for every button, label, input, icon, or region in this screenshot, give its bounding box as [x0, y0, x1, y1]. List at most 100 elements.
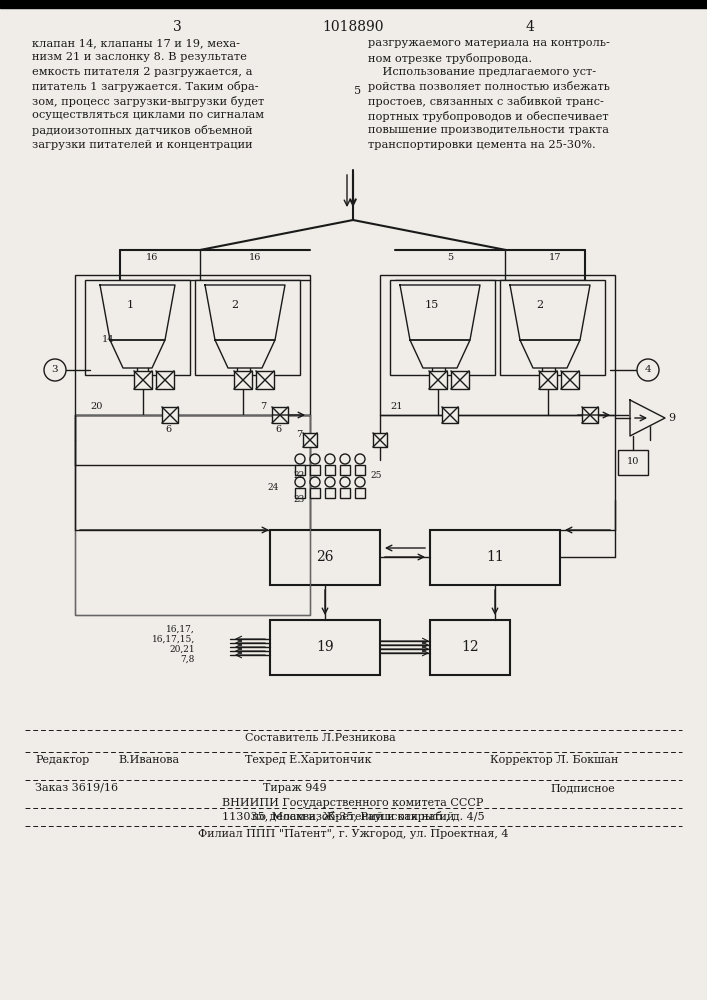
Text: Корректор Л. Бокшан: Корректор Л. Бокшан [490, 755, 619, 765]
Text: разгружаемого материала на контроль-: разгружаемого материала на контроль- [368, 38, 610, 48]
Bar [451, 371, 469, 389]
Text: 22: 22 [293, 472, 305, 481]
Bar [270, 530, 380, 585]
Text: радиоизотопных датчиков объемной: радиоизотопных датчиков объемной [32, 125, 252, 136]
Circle shape [295, 477, 305, 487]
Bar [390, 280, 495, 375]
Text: 6: 6 [165, 425, 171, 434]
Text: 16,17,15,: 16,17,15, [152, 635, 195, 644]
Text: транспортировки цемента на 25-30%.: транспортировки цемента на 25-30%. [368, 139, 596, 149]
Text: 3: 3 [173, 20, 182, 34]
Text: Заказ 3619/16: Заказ 3619/16 [35, 783, 118, 793]
Bar [256, 371, 274, 389]
Text: простоев, связанных с забивкой транс-: простоев, связанных с забивкой транс- [368, 96, 604, 107]
Text: Тираж 949: Тираж 949 [263, 783, 327, 793]
Bar [162, 407, 178, 423]
Bar [310, 465, 320, 475]
Bar [340, 488, 350, 498]
Bar [325, 465, 335, 475]
Text: загрузки питателей и концентрации: загрузки питателей и концентрации [32, 139, 252, 149]
Text: 2: 2 [537, 300, 544, 310]
Bar [373, 433, 387, 447]
Text: 4: 4 [525, 20, 534, 34]
Circle shape [310, 477, 320, 487]
Circle shape [310, 454, 320, 464]
Text: 2: 2 [231, 300, 238, 310]
Circle shape [355, 477, 365, 487]
Text: 6: 6 [275, 425, 281, 434]
Text: 5: 5 [354, 87, 361, 97]
Text: 10: 10 [627, 458, 639, 466]
Text: 14: 14 [102, 336, 115, 344]
Bar [195, 280, 300, 375]
Text: Составитель Л.Резникова: Составитель Л.Резникова [245, 733, 396, 743]
Bar [295, 465, 305, 475]
Polygon shape [630, 400, 665, 436]
Bar [75, 415, 310, 615]
Text: ВНИИПИ Государственного комитета СССР: ВНИИПИ Государственного комитета СССР [222, 798, 484, 808]
Bar [310, 488, 320, 498]
Text: 16,17,: 16,17, [166, 625, 195, 634]
Text: 25: 25 [370, 472, 382, 481]
Bar [340, 465, 350, 475]
Text: 11: 11 [486, 550, 504, 564]
Bar [303, 433, 317, 447]
Bar [430, 620, 510, 675]
Text: осуществляться циклами по сигналам: осуществляться циклами по сигналам [32, 110, 264, 120]
Text: 16: 16 [146, 253, 158, 262]
Text: питатель 1 загружается. Таким обра-: питатель 1 загружается. Таким обра- [32, 82, 259, 93]
Bar [355, 488, 365, 498]
Bar [0, 0, 707, 8]
Polygon shape [205, 285, 285, 340]
Polygon shape [410, 340, 470, 368]
Text: 7: 7 [296, 430, 303, 439]
Polygon shape [520, 340, 580, 368]
Bar [295, 488, 305, 498]
Text: повышение производительности тракта: повышение производительности тракта [368, 125, 609, 135]
Text: Редактор: Редактор [35, 755, 89, 765]
Bar [75, 415, 310, 615]
Bar [355, 465, 365, 475]
Polygon shape [100, 285, 175, 340]
Bar [85, 280, 190, 375]
Bar [156, 371, 174, 389]
Text: 26: 26 [316, 550, 334, 564]
Bar [270, 620, 380, 675]
Text: 19: 19 [316, 640, 334, 654]
Text: 17: 17 [549, 253, 561, 262]
Bar [134, 371, 152, 389]
Text: 7,8: 7,8 [180, 655, 195, 664]
Circle shape [340, 454, 350, 464]
Polygon shape [510, 285, 590, 340]
Circle shape [637, 359, 659, 381]
Circle shape [355, 454, 365, 464]
Bar [430, 530, 560, 585]
Circle shape [295, 454, 305, 464]
Text: 24: 24 [268, 484, 279, 492]
Text: Использование предлагаемого уст-: Использование предлагаемого уст- [368, 67, 596, 77]
Text: 23: 23 [293, 494, 305, 504]
Text: 21: 21 [390, 402, 402, 411]
Text: В.Иванова: В.Иванова [118, 755, 179, 765]
Text: Филиал ППП "Патент", г. Ужгород, ул. Проектная, 4: Филиал ППП "Патент", г. Ужгород, ул. Про… [198, 829, 508, 839]
Text: портных трубопроводов и обеспечивает: портных трубопроводов и обеспечивает [368, 110, 609, 121]
Bar [561, 371, 579, 389]
Text: по делам изобретений и открытий: по делам изобретений и открытий [252, 811, 454, 822]
Text: клапан 14, клапаны 17 и 19, меха-: клапан 14, клапаны 17 и 19, меха- [32, 38, 240, 48]
Circle shape [340, 477, 350, 487]
Text: 5: 5 [447, 253, 453, 262]
Text: 113035, Москва, Ж-35, Раушская наб., д. 4/5: 113035, Москва, Ж-35, Раушская наб., д. … [222, 811, 484, 822]
Polygon shape [110, 340, 165, 368]
Bar [500, 280, 605, 375]
Text: 3: 3 [52, 365, 58, 374]
Polygon shape [215, 340, 275, 368]
Text: 15: 15 [425, 300, 439, 310]
Bar [429, 371, 447, 389]
Text: ном отрезке трубопровода.: ном отрезке трубопровода. [368, 52, 532, 64]
Text: 7: 7 [260, 402, 267, 411]
Text: 16: 16 [249, 253, 261, 262]
Circle shape [325, 454, 335, 464]
Bar [582, 407, 598, 423]
Bar [234, 371, 252, 389]
Text: 1: 1 [127, 300, 134, 310]
